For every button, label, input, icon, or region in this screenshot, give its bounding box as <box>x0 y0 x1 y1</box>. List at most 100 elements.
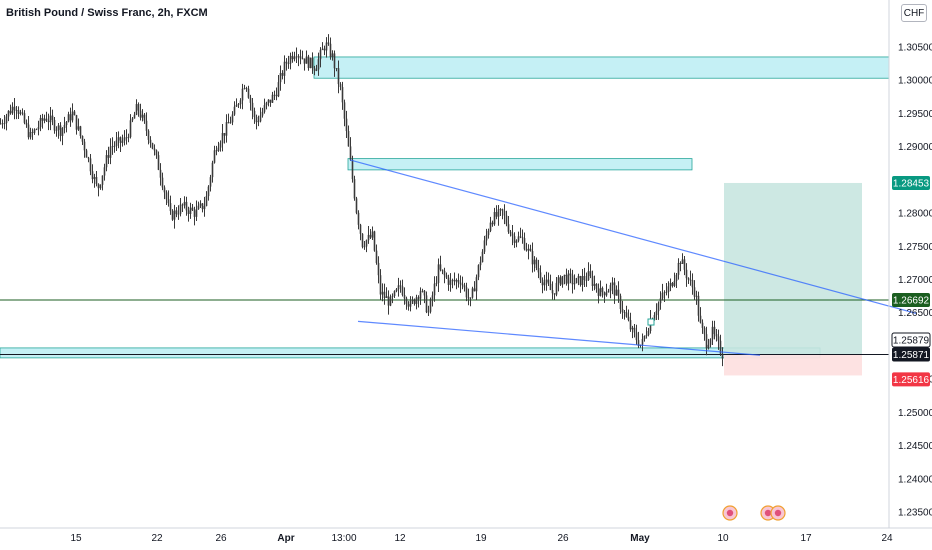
candle-body <box>305 56 308 64</box>
candle-body <box>149 139 152 143</box>
candle-body <box>109 146 112 158</box>
candle-body <box>341 87 344 103</box>
candle-body <box>699 315 702 323</box>
candle-body <box>197 205 200 210</box>
candle-body <box>573 283 576 285</box>
candle-body <box>709 339 712 345</box>
candle-body <box>569 273 572 276</box>
candle-body <box>689 279 692 281</box>
candle-body <box>31 132 34 133</box>
x-tick-label: 19 <box>475 533 487 544</box>
candle-body <box>181 204 184 206</box>
events-layer[interactable] <box>722 505 786 521</box>
candle-body <box>211 162 214 178</box>
price-label-text: 1.25879 <box>893 335 930 346</box>
candle-body <box>189 207 192 214</box>
candle-body <box>121 140 124 143</box>
candle-body <box>233 106 236 115</box>
candle-body <box>557 277 560 283</box>
candle-body <box>413 299 416 304</box>
candle-body <box>339 84 342 88</box>
candle-body <box>207 186 210 197</box>
price-label-entry: 1.25871 <box>892 347 930 362</box>
candle-body <box>67 114 70 123</box>
candle-body <box>685 269 688 279</box>
candle-body <box>425 295 428 313</box>
candle-body <box>37 127 40 130</box>
currency-selector-button[interactable]: CHF <box>901 4 927 22</box>
candle-body <box>431 295 434 300</box>
candle-body <box>677 262 680 275</box>
economic-event-icon[interactable] <box>722 505 738 521</box>
price-label-text: 1.25616 <box>893 375 930 386</box>
price-label-level: 1.26692 <box>892 292 930 307</box>
candle-body <box>81 135 84 142</box>
candle-body <box>201 203 204 210</box>
candle-body <box>367 234 370 241</box>
position-profit-area[interactable] <box>724 182 862 355</box>
candle-body <box>575 278 578 284</box>
candle-body <box>513 236 516 243</box>
candle-body <box>703 327 706 335</box>
supply-zone-mid[interactable] <box>347 158 693 171</box>
candle-body <box>133 114 136 119</box>
candle-body <box>581 276 584 285</box>
candle-body <box>7 110 10 117</box>
trendline-1[interactable] <box>357 320 761 356</box>
candle-body <box>509 231 512 234</box>
candle-body <box>137 104 140 111</box>
candle-body <box>611 282 614 286</box>
candle-body <box>23 113 26 123</box>
candle-body <box>603 292 606 296</box>
candle-body <box>469 297 472 299</box>
candle-body <box>225 122 228 136</box>
candle-body <box>163 187 166 193</box>
candle-body <box>539 272 542 280</box>
candle-body <box>33 129 36 133</box>
candle-body <box>491 222 494 225</box>
candle-body <box>671 282 674 286</box>
candle-body <box>501 209 504 211</box>
candle-body <box>107 155 110 158</box>
candle-body <box>383 291 386 299</box>
candle-body <box>127 137 130 138</box>
candle-body <box>157 155 160 170</box>
candle-body <box>337 68 340 85</box>
candle-body <box>461 284 464 286</box>
supply-zone-top[interactable] <box>313 56 890 79</box>
candle-body <box>673 280 676 286</box>
candle-body <box>255 117 258 123</box>
candle-body <box>345 118 348 132</box>
candle-body <box>627 316 630 321</box>
candle-body <box>389 296 392 306</box>
drawing-anchor-marker[interactable] <box>647 318 655 326</box>
candle-body <box>287 63 290 65</box>
candle-body <box>153 148 156 151</box>
candle-body <box>665 291 668 293</box>
candle-body <box>555 282 558 295</box>
candle-body <box>173 210 176 220</box>
trendline-0[interactable] <box>349 159 917 314</box>
candle-body <box>395 289 398 292</box>
candle-body <box>191 207 194 211</box>
economic-event-icon[interactable] <box>770 505 786 521</box>
candle-body <box>295 56 298 58</box>
candle-body <box>447 277 450 285</box>
candle-body <box>657 303 660 312</box>
trendlines-layer <box>349 159 917 356</box>
candle-body <box>559 277 562 285</box>
candle-body <box>487 230 490 236</box>
candle-body <box>403 294 406 299</box>
price-label-bg <box>892 175 930 190</box>
candle-body <box>533 259 536 265</box>
candle-body <box>91 171 94 180</box>
candle-body <box>275 94 278 97</box>
y-tick-label: 1.30500 <box>898 43 932 54</box>
candle-body <box>719 340 722 354</box>
position-loss-area[interactable] <box>724 354 862 376</box>
candle-body <box>655 311 658 316</box>
candle-body <box>551 290 554 294</box>
y-tick-label: 1.29000 <box>898 142 932 153</box>
candle-body <box>593 283 596 286</box>
